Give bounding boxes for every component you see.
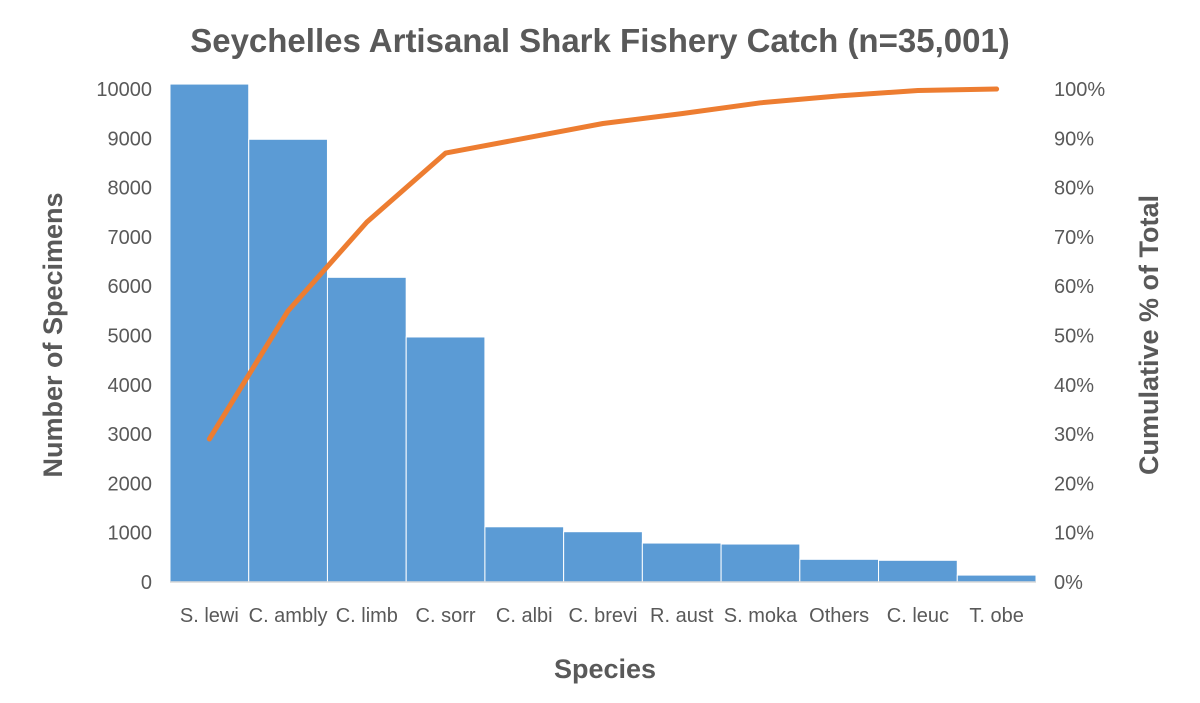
y2-tick-label: 30% — [1054, 424, 1094, 446]
category-label: C. sorr — [416, 605, 476, 627]
y2-tick-label: 40% — [1054, 375, 1094, 397]
category-label: C. brevi — [569, 605, 638, 627]
y2-tick-label: 70% — [1054, 227, 1094, 249]
y-tick-label: 1000 — [108, 523, 153, 545]
category-label: Others — [809, 605, 869, 627]
bar-series — [169, 83, 1037, 583]
y-axis-title: Number of Specimens — [38, 192, 68, 477]
bar-r-aust — [641, 542, 722, 583]
y2-tick-label: 100% — [1054, 79, 1105, 101]
bar-c-leuc — [878, 559, 958, 583]
y2-tick-label: 80% — [1054, 178, 1094, 200]
x-axis-title: Species — [554, 654, 656, 684]
y2-tick-label: 20% — [1054, 473, 1094, 495]
category-label: R. aust — [650, 605, 714, 627]
y2-axis-title: Cumulative % of Total — [1134, 195, 1164, 475]
y-tick-label: 8000 — [108, 178, 153, 200]
y2-tick-label: 60% — [1054, 276, 1094, 298]
y2-tick-label: 10% — [1054, 523, 1094, 545]
right-axis-ticks: 0% 10% 20% 30% 40% 50% 60% 70% 80% 90% 100% — [1054, 79, 1105, 594]
bar-t-obe — [956, 574, 1037, 583]
bar-others — [799, 558, 880, 583]
bar-c-limb — [326, 276, 407, 583]
y2-tick-label: 0% — [1054, 572, 1083, 594]
category-label: C. albi — [496, 605, 553, 627]
y-tick-label: 0 — [141, 572, 152, 594]
category-label: C. limb — [336, 605, 398, 627]
bar-c-ambly — [248, 138, 328, 583]
bar-c-brevi — [563, 531, 643, 583]
category-label: C. leuc — [887, 605, 949, 627]
category-label: C. ambly — [249, 605, 328, 627]
y-tick-label: 7000 — [108, 227, 153, 249]
bar-c-sorr — [405, 336, 486, 583]
y-tick-label: 2000 — [108, 473, 153, 495]
y-tick-label: 10000 — [96, 79, 152, 101]
bar-c-albi — [484, 526, 565, 583]
category-label: T. obe — [969, 605, 1023, 627]
chart-title: Seychelles Artisanal Shark Fishery Catch… — [190, 22, 1010, 59]
category-label: S. moka — [724, 605, 798, 627]
left-axis-ticks: 0 1000 2000 3000 4000 5000 6000 7000 8000 9000 100… — [96, 79, 152, 594]
y-tick-label: 4000 — [108, 375, 153, 397]
category-label: S. lewi — [180, 605, 239, 627]
y2-tick-label: 90% — [1054, 128, 1094, 150]
bar-s-moka — [720, 543, 801, 583]
y-tick-label: 5000 — [108, 326, 153, 348]
y-tick-label: 6000 — [108, 276, 153, 298]
cumulative-line-series — [206, 86, 1000, 442]
y2-tick-label: 50% — [1054, 326, 1094, 348]
category-labels: S. lewi C. ambly C. limb C. sorr C. albi C. b… — [180, 605, 1024, 627]
y-tick-label: 3000 — [108, 424, 153, 446]
y-tick-label: 9000 — [108, 128, 153, 150]
bar-s-lewi — [169, 83, 250, 583]
